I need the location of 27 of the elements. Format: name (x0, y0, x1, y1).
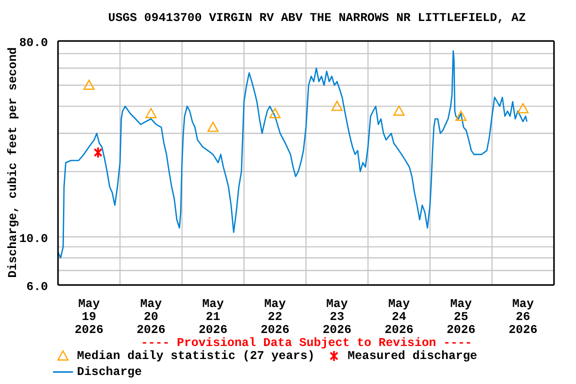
point (83, 80, 95, 90)
y-tick-label: 80.0 (19, 36, 48, 50)
x-tick-label: May 20 2026 (136, 297, 166, 337)
x-tick-label: May 22 2026 (260, 297, 290, 337)
x-tick-label: May 23 2026 (322, 297, 352, 337)
point (94, 146, 102, 158)
x-tick-label: May 25 2026 (446, 297, 476, 337)
point (207, 122, 219, 132)
x-tick-label: May 24 2026 (384, 297, 414, 337)
x-tick-label: May 21 2026 (198, 297, 228, 337)
point (331, 100, 343, 111)
legend-label: Measured discharge (348, 349, 478, 363)
y-tick-label: 6.0 (26, 280, 48, 294)
line-series (58, 50, 528, 259)
point (517, 103, 529, 114)
x-tick-label: May 19 2026 (74, 297, 104, 337)
chart-title: USGS 09413700 VIRGIN RV ABV THE NARROWS NR LITTLEFIELD, AZ (107, 11, 527, 25)
point (455, 110, 467, 121)
legend-label: Median daily statistic (27 years) (77, 349, 315, 363)
y-tick-label: 10.0 (19, 232, 48, 246)
point (145, 108, 157, 118)
text: ---- Provisional Data Subject to Revision ---- (140, 336, 474, 350)
legend-label: Discharge (77, 365, 142, 379)
x-tick-label: May 26 2026 (508, 297, 538, 337)
point (269, 108, 281, 118)
y-axis-title: Discharge, cubic feet per second (6, 47, 20, 278)
point (393, 106, 405, 116)
